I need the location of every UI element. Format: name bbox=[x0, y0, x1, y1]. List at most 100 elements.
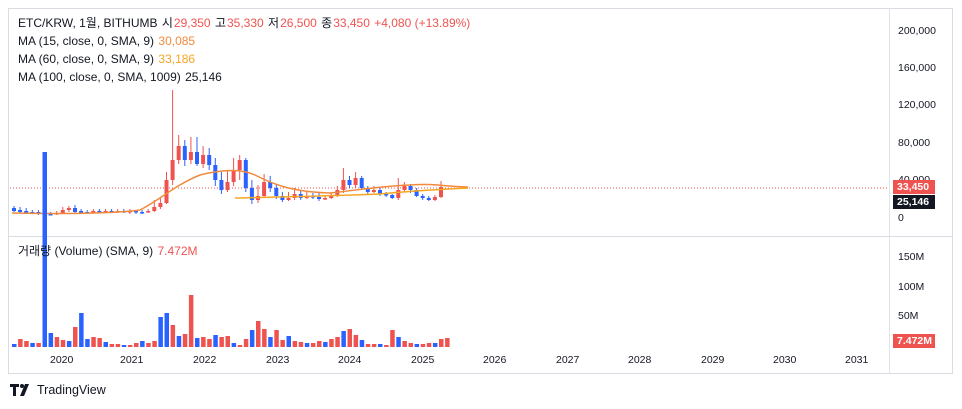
volume-bar bbox=[298, 342, 304, 347]
volume-bar bbox=[109, 344, 115, 347]
volume-bar bbox=[378, 344, 383, 347]
volume-bar bbox=[420, 344, 426, 347]
ma100-price-tag: 25,146 bbox=[893, 195, 935, 209]
volume-bar bbox=[18, 339, 23, 347]
volume-bar bbox=[249, 330, 255, 347]
candle-body bbox=[365, 188, 370, 192]
ma60-label: MA (60, close, 0, SMA, 9) bbox=[18, 52, 155, 66]
candle-body bbox=[152, 207, 157, 211]
low-value: 26,500 bbox=[280, 16, 317, 30]
candle-body bbox=[12, 208, 16, 211]
candle-body bbox=[347, 180, 352, 185]
pane-separator[interactable] bbox=[9, 236, 953, 237]
volume-bar bbox=[359, 340, 365, 347]
volume-bar bbox=[347, 329, 352, 347]
volume-bar bbox=[60, 340, 66, 347]
candle-body bbox=[195, 152, 199, 164]
candle-body bbox=[73, 208, 77, 212]
volume-axis-label: 50M bbox=[898, 310, 919, 322]
candle-body bbox=[323, 198, 328, 200]
volume-value: 7.472M bbox=[157, 244, 198, 258]
volume-bar bbox=[262, 329, 267, 347]
volume-tag: 7.472M bbox=[893, 334, 935, 348]
ma15-legend[interactable]: MA (15, close, 0, SMA, 9) 30,085 bbox=[18, 33, 196, 49]
time-axis-label: 2028 bbox=[628, 354, 652, 366]
tradingview-logo-icon bbox=[10, 384, 29, 396]
time-axis-label: 2024 bbox=[338, 354, 362, 366]
candle-body bbox=[164, 180, 169, 203]
candle-body bbox=[414, 190, 419, 196]
symbol-legend: ETC/KRW, 1월, BITHUMB 시29,350 고35,330 저26… bbox=[18, 15, 471, 31]
time-axis-label: 2023 bbox=[266, 354, 290, 366]
volume-bar bbox=[66, 341, 72, 347]
time-axis-label: 2027 bbox=[556, 354, 580, 366]
volume-bar bbox=[439, 339, 444, 347]
volume-bar bbox=[341, 331, 346, 347]
time-axis-label: 2022 bbox=[193, 354, 217, 366]
candle-body bbox=[237, 160, 242, 170]
candle-body bbox=[341, 180, 346, 190]
candle-body bbox=[268, 182, 273, 188]
ma15-line bbox=[11, 169, 469, 215]
candle-body bbox=[188, 152, 193, 160]
volume-bar bbox=[329, 339, 334, 347]
candle-body bbox=[274, 188, 279, 196]
volume-bar bbox=[292, 341, 298, 347]
volume-bar bbox=[115, 344, 121, 347]
volume-bar bbox=[280, 340, 285, 347]
volume-bar bbox=[432, 343, 438, 347]
time-axis-label: 2029 bbox=[701, 354, 725, 366]
candle-body bbox=[146, 211, 151, 213]
symbol-title: ETC/KRW, 1월, BITHUMB bbox=[18, 16, 158, 30]
candle-body bbox=[286, 198, 291, 200]
volume-bar bbox=[243, 339, 249, 347]
volume-axis-label: 100M bbox=[898, 281, 925, 293]
candle-body bbox=[353, 178, 358, 185]
open-value: 29,350 bbox=[173, 16, 211, 30]
candle-body bbox=[18, 210, 23, 212]
candle-body bbox=[231, 170, 236, 182]
ma100-legend[interactable]: MA (100, close, 0, SMA, 1009) 25,146 bbox=[18, 69, 223, 85]
volume-bar bbox=[176, 336, 182, 347]
candle-body bbox=[396, 190, 401, 198]
candle-body bbox=[207, 155, 212, 165]
candle-body bbox=[384, 194, 389, 196]
candle-body bbox=[97, 211, 102, 213]
volume-bar bbox=[207, 339, 212, 347]
candle-body bbox=[432, 197, 437, 200]
volume-bar bbox=[121, 345, 127, 347]
volume-bar bbox=[304, 343, 310, 347]
time-axis-label: 2030 bbox=[773, 354, 797, 366]
volume-bar bbox=[158, 317, 163, 347]
candle-body bbox=[371, 190, 376, 192]
volume-bars bbox=[12, 152, 450, 347]
volume-legend[interactable]: 거래량 (Volume) (SMA, 9) 7.472M bbox=[18, 243, 199, 259]
volume-bar bbox=[445, 338, 450, 347]
candle-body bbox=[158, 203, 163, 207]
volume-bar bbox=[195, 338, 200, 347]
candle-body bbox=[225, 182, 230, 190]
candle-body bbox=[329, 196, 334, 198]
volume-bar bbox=[152, 341, 157, 347]
candle-body bbox=[243, 160, 248, 188]
ma60-legend[interactable]: MA (60, close, 0, SMA, 9) 33,186 bbox=[18, 51, 196, 67]
close-label: 종 bbox=[321, 16, 333, 30]
volume-bar bbox=[85, 339, 90, 347]
volume-bar bbox=[146, 343, 151, 347]
time-axis-label: 2025 bbox=[411, 354, 435, 366]
ma60-line bbox=[234, 187, 469, 199]
candle-body bbox=[170, 160, 175, 180]
volume-bar bbox=[24, 341, 29, 347]
candle-body bbox=[66, 208, 71, 210]
volume-bar bbox=[402, 341, 407, 347]
volume-bar bbox=[323, 342, 328, 347]
volume-bar bbox=[310, 343, 316, 347]
tradingview-brand[interactable]: TradingView bbox=[10, 383, 106, 397]
time-axis-label: 2026 bbox=[483, 354, 507, 366]
volume-bar bbox=[134, 343, 139, 347]
close-value: 33,450 bbox=[333, 16, 370, 30]
candle-body bbox=[176, 146, 181, 160]
volume-bar bbox=[353, 335, 359, 347]
volume-bar bbox=[79, 313, 84, 347]
